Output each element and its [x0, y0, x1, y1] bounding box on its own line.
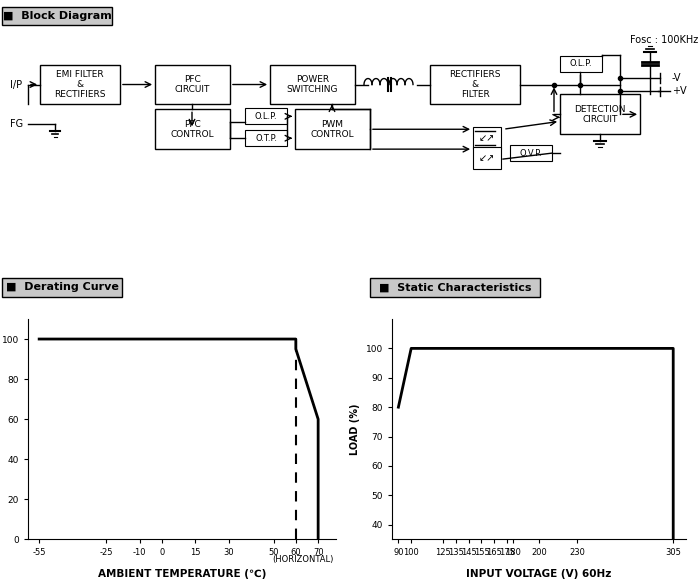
FancyBboxPatch shape [560, 56, 602, 71]
Text: PFC
CIRCUIT: PFC CIRCUIT [175, 75, 210, 94]
Text: -V: -V [672, 72, 682, 82]
Text: ■  Block Diagram: ■ Block Diagram [3, 11, 111, 21]
FancyBboxPatch shape [473, 147, 501, 169]
FancyBboxPatch shape [155, 110, 230, 149]
Text: POWER
SWITCHING: POWER SWITCHING [287, 75, 338, 94]
Text: O.V.P.: O.V.P. [519, 148, 542, 158]
Text: O.L.P.: O.L.P. [255, 112, 277, 121]
X-axis label: AMBIENT TEMPERATURE (℃): AMBIENT TEMPERATURE (℃) [98, 568, 266, 578]
FancyBboxPatch shape [2, 278, 122, 296]
FancyBboxPatch shape [510, 145, 552, 161]
Text: ■  Static Characteristics: ■ Static Characteristics [379, 282, 531, 292]
Text: O.T.P.: O.T.P. [255, 134, 277, 143]
X-axis label: INPUT VOLTAGE (V) 60Hz: INPUT VOLTAGE (V) 60Hz [466, 568, 612, 578]
Text: DETECTION
CIRCUIT: DETECTION CIRCUIT [574, 104, 626, 124]
Text: PWM
CONTROL: PWM CONTROL [311, 119, 354, 139]
Text: O.L.P.: O.L.P. [570, 59, 592, 68]
Text: EMI FILTER
&
RECTIFIERS: EMI FILTER & RECTIFIERS [55, 70, 106, 99]
FancyBboxPatch shape [245, 130, 287, 146]
FancyBboxPatch shape [40, 64, 120, 104]
FancyBboxPatch shape [2, 7, 112, 25]
Text: RECTIFIERS
&
FILTER: RECTIFIERS & FILTER [449, 70, 500, 99]
FancyBboxPatch shape [295, 110, 370, 149]
FancyBboxPatch shape [560, 95, 640, 134]
Y-axis label: LOAD (%): LOAD (%) [350, 404, 360, 455]
Text: (HORIZONTAL): (HORIZONTAL) [272, 556, 334, 564]
FancyBboxPatch shape [430, 64, 520, 104]
Text: +V: +V [672, 86, 687, 96]
Text: Fosc : 100KHz: Fosc : 100KHz [630, 35, 698, 45]
FancyBboxPatch shape [270, 64, 355, 104]
Text: ↙↗: ↙↗ [479, 153, 495, 163]
FancyBboxPatch shape [370, 278, 540, 296]
Text: I/P: I/P [10, 79, 22, 89]
Text: FG: FG [10, 119, 23, 129]
Text: ↙↗: ↙↗ [479, 133, 495, 143]
FancyBboxPatch shape [473, 127, 501, 149]
FancyBboxPatch shape [155, 64, 230, 104]
FancyBboxPatch shape [245, 108, 287, 124]
Text: ■  Derating Curve: ■ Derating Curve [6, 282, 118, 292]
Text: PFC
CONTROL: PFC CONTROL [171, 119, 214, 139]
